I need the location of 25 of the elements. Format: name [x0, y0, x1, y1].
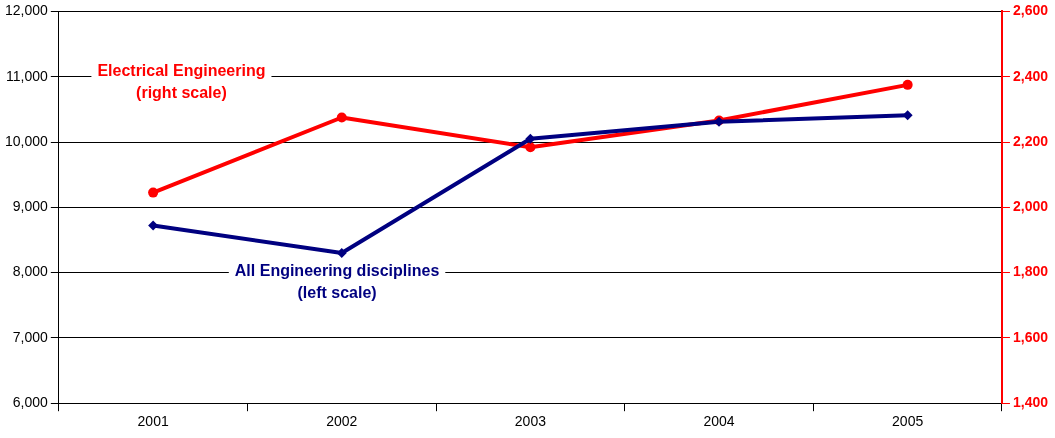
- y-tick-label: 9,000: [12, 198, 49, 215]
- y-tick-label: 7,000: [12, 328, 49, 345]
- y2-tick-label: 2,400: [1012, 67, 1049, 84]
- y-tick-label: 11,000: [6, 67, 49, 84]
- y-tick-label: 8,000: [12, 263, 49, 280]
- x-tick-label: 2005: [892, 413, 924, 430]
- y-tick-label: 10,000: [4, 132, 49, 149]
- y2-tick-label: 2,600: [1012, 2, 1049, 19]
- x-tick-label: 2003: [514, 413, 547, 430]
- y-tick-label: 6,000: [12, 394, 49, 411]
- y-tick-label: 12,000: [4, 2, 49, 19]
- point: [336, 112, 347, 123]
- y2-tick-label: 2,200: [1012, 132, 1049, 149]
- point: [148, 187, 159, 198]
- point: [525, 142, 536, 153]
- y2-tick-label: 2,000: [1012, 198, 1049, 215]
- x-tick-label: 2001: [137, 413, 169, 430]
- x-tick-label: 2002: [326, 413, 358, 430]
- y2-tick-label: 1,800: [1012, 263, 1049, 280]
- annotation: All Engineering disciplines (left scale): [234, 261, 440, 301]
- y2-tick-label: 1,400: [1012, 394, 1049, 411]
- y2-tick-label: 1,600: [1012, 328, 1049, 345]
- point: [902, 79, 913, 90]
- x-tick-label: 2004: [703, 413, 735, 430]
- annotation: Electrical Engineering (right scale): [97, 61, 266, 101]
